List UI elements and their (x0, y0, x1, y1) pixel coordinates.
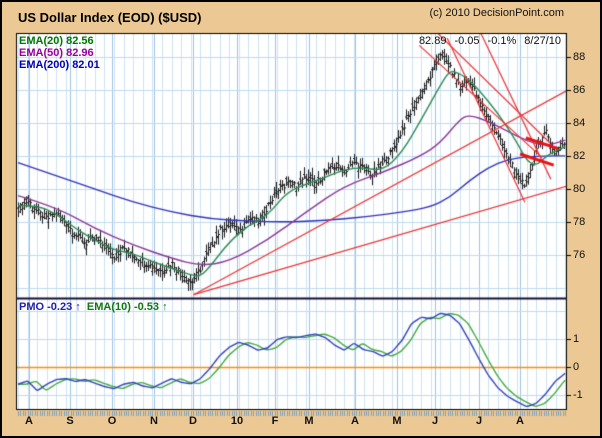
month-axis-label: A (516, 415, 524, 427)
ema20-value: 82.56 (66, 35, 94, 47)
ema10-up-arrow-icon: ↑ (162, 301, 168, 313)
ema200-value: 82.01 (72, 59, 100, 71)
month-axis-label: D (189, 415, 197, 427)
month-axis-label: S (66, 415, 74, 427)
price-axis-label: 82 (573, 150, 586, 162)
ema20-legend-row: EMA(20) 82.56 (19, 35, 100, 47)
ema200-label: EMA(200) (19, 59, 70, 71)
price-axis-label: 88 (573, 50, 586, 63)
month-axis-label: A (25, 415, 33, 427)
month-axis-label: M (392, 415, 402, 427)
month-axis-label: 10 (230, 415, 244, 427)
pmo-axis-label: -1 (573, 388, 583, 401)
quote-last: 82.89 (418, 35, 447, 47)
quote-line: 82.89 -0.05 -0.1% 8/27/10 (411, 35, 561, 47)
page-title: US Dollar Index (EOD) ($USD) (18, 10, 202, 25)
price-axis-label: 80 (573, 183, 586, 196)
price-axis-label: 76 (573, 249, 586, 262)
month-axis-label: A (351, 415, 359, 427)
ema20-label: EMA(20) (19, 35, 64, 47)
quote-change: -0.05 (454, 35, 480, 47)
price-axis-label: 84 (573, 116, 586, 129)
pmo-label: PMO (19, 301, 45, 313)
price-axis-label: 78 (573, 216, 586, 229)
month-axis-label: N (150, 415, 158, 427)
pmo-axis-label: 0 (573, 360, 580, 373)
ema50-legend-row: EMA(50) 82.96 (19, 47, 100, 59)
quote-change-pct: -0.1% (487, 35, 517, 47)
month-axis-label: J (475, 415, 483, 427)
ema200-legend-row: EMA(200) 82.01 (19, 59, 100, 71)
price-axis-label: 86 (573, 83, 586, 96)
month-axis-label: J (431, 415, 439, 427)
ema-legend: EMA(20) 82.56 EMA(50) 82.96 EMA(200) 82.… (19, 35, 100, 71)
pmo-axis-label: 1 (573, 332, 580, 345)
ema10-value: -0.53 (133, 301, 160, 313)
ema50-label: EMA(50) (19, 47, 64, 59)
ema50-value: 82.96 (66, 47, 94, 59)
pmo-legend: PMO -0.23 ↑ EMA(10) -0.53 ↑ (19, 301, 168, 313)
pmo-up-arrow-icon: ↑ (75, 301, 81, 313)
month-axis-label: M (304, 415, 314, 427)
ema10-label: EMA(10) (86, 301, 131, 313)
month-axis-label: F (271, 415, 279, 427)
quote-date: 8/27/10 (524, 35, 561, 47)
copyright-text: (c) 2010 DecisionPoint.com (429, 7, 564, 19)
month-axis-label: O (107, 415, 117, 427)
pmo-value: -0.23 (47, 301, 73, 313)
